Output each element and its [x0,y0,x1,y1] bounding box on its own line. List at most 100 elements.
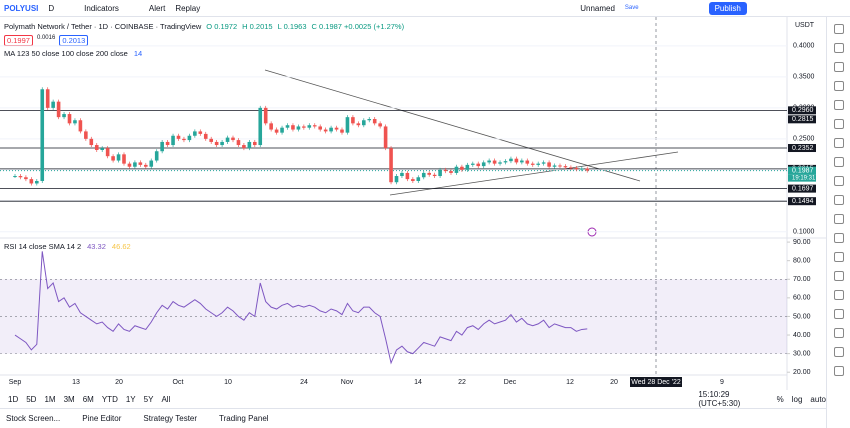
interval[interactable]: D [48,3,55,13]
candle-body [45,89,50,108]
range-button[interactable]: 3M [63,394,75,404]
candle-body [351,117,355,124]
rsi-tick-label: 20.00 [793,369,811,376]
range-button[interactable]: 5Y [143,394,154,404]
candle-body [514,158,519,163]
x-tick-label: 20 [610,379,618,386]
range-button[interactable]: 1M [44,394,56,404]
range-button[interactable]: 1D [8,394,19,404]
candle-body [258,107,263,146]
ma-legend: MA 123 50 close 100 close 200 close 14 [4,49,142,58]
price-tag-label: 0.2815 [792,116,814,123]
legend-open: O 0.1972 [206,22,238,31]
range-button[interactable]: YTD [101,394,118,404]
candle-body [269,123,273,130]
candle-body [105,148,110,157]
x-tick-label: Nov [341,379,354,386]
candle-body [481,162,486,167]
crosshair-date-bg [630,377,682,387]
x-tick-label: 12 [566,379,574,386]
symbol[interactable]: POLYUSI [4,3,39,13]
x-tick-label: Dec [504,379,517,386]
bottom-tab[interactable]: Trading Panel [219,414,269,423]
level-tag-label: 0.1494 [792,198,814,205]
candle-body [209,138,213,142]
bottom-tabs: Stock Screen... Pine Editor Strategy Teste… [0,408,826,428]
legend-low: L 0.1963 [277,22,307,31]
range-button[interactable]: 5D [26,394,37,404]
candle-body [78,120,83,132]
level-tag [788,184,816,193]
candle-body [421,172,426,178]
rsi-tick-label: 90.00 [793,239,811,246]
bottom-tab[interactable]: Strategy Tester [143,414,198,423]
candle-body [362,120,366,126]
candle-body [443,169,448,172]
price-tag [788,166,816,175]
candle-body [263,107,268,124]
top-toolbar: POLYUSI D Indicators Alert Replay Unname… [0,0,850,17]
candle-body [40,89,45,181]
candle-body [203,133,208,139]
candle-body [432,174,437,177]
level-tag-label: 0.1697 [792,185,814,192]
percent-toggle[interactable]: % [776,394,784,404]
trend-line [264,69,641,182]
rsi-value: 43.32 [87,242,106,251]
level-tag [788,106,816,115]
candle-body [541,162,546,164]
candle-body [389,148,393,183]
rsi-tick-label: 30.00 [793,350,811,357]
candle-body [438,169,442,177]
log-toggle[interactable]: log [791,394,803,404]
level-tag-label: 0.2352 [792,145,814,152]
candle-body [340,129,344,133]
candle-body [154,151,159,161]
x-tick-label: 20 [115,379,123,386]
level-tag [788,197,816,206]
candle-body [13,176,17,178]
publish[interactable]: Publish [708,1,747,15]
save[interactable]: Save [624,5,639,11]
candle-body [312,125,317,127]
candle-body [111,156,115,161]
range-button[interactable]: 6M [82,394,94,404]
candle-body [122,154,126,164]
price-tag-label: 0.1987 [792,167,814,174]
candle-body [471,163,475,165]
replay[interactable]: Replay [175,3,201,13]
candle-body [274,129,279,133]
candle-body [302,126,306,128]
range-button[interactable]: All [161,394,171,404]
candle-body [18,176,23,178]
rsi-label: RSI 14 close SMA 14 2 [4,242,82,251]
candle-body [307,125,312,128]
auto-toggle[interactable]: auto [810,394,826,404]
candle-body [492,160,497,164]
candle-body [198,131,203,134]
legend-close: C 0.1987 +0.0025 (+1.27%) [311,22,405,31]
level-tag [788,144,816,153]
candle-body [62,114,66,118]
bottom-tab[interactable]: Stock Screen... [6,414,61,423]
rsi-tick-label: 70.00 [793,276,811,283]
candle-body [144,164,148,167]
candle-body [411,179,415,181]
candle-body [51,101,55,108]
layout-name[interactable]: Unnamed [580,3,615,13]
candle-body [176,135,181,139]
candle-body [67,114,72,124]
x-tick-label: Wed 28 Dec '22 [631,379,681,386]
candle-body [138,162,143,165]
range-button[interactable]: 1Y [125,394,136,404]
candle-body [165,141,170,146]
bottom-tab[interactable]: Pine Editor [82,414,122,423]
candle-body [236,140,241,146]
alert[interactable]: Alert [148,3,166,13]
trend-line [389,151,679,196]
indicators[interactable]: Indicators [84,3,119,13]
candle-body [285,125,290,128]
y-tick-label: 0.4000 [793,43,815,50]
candle-body [372,119,377,124]
x-tick-label: 24 [300,379,308,386]
